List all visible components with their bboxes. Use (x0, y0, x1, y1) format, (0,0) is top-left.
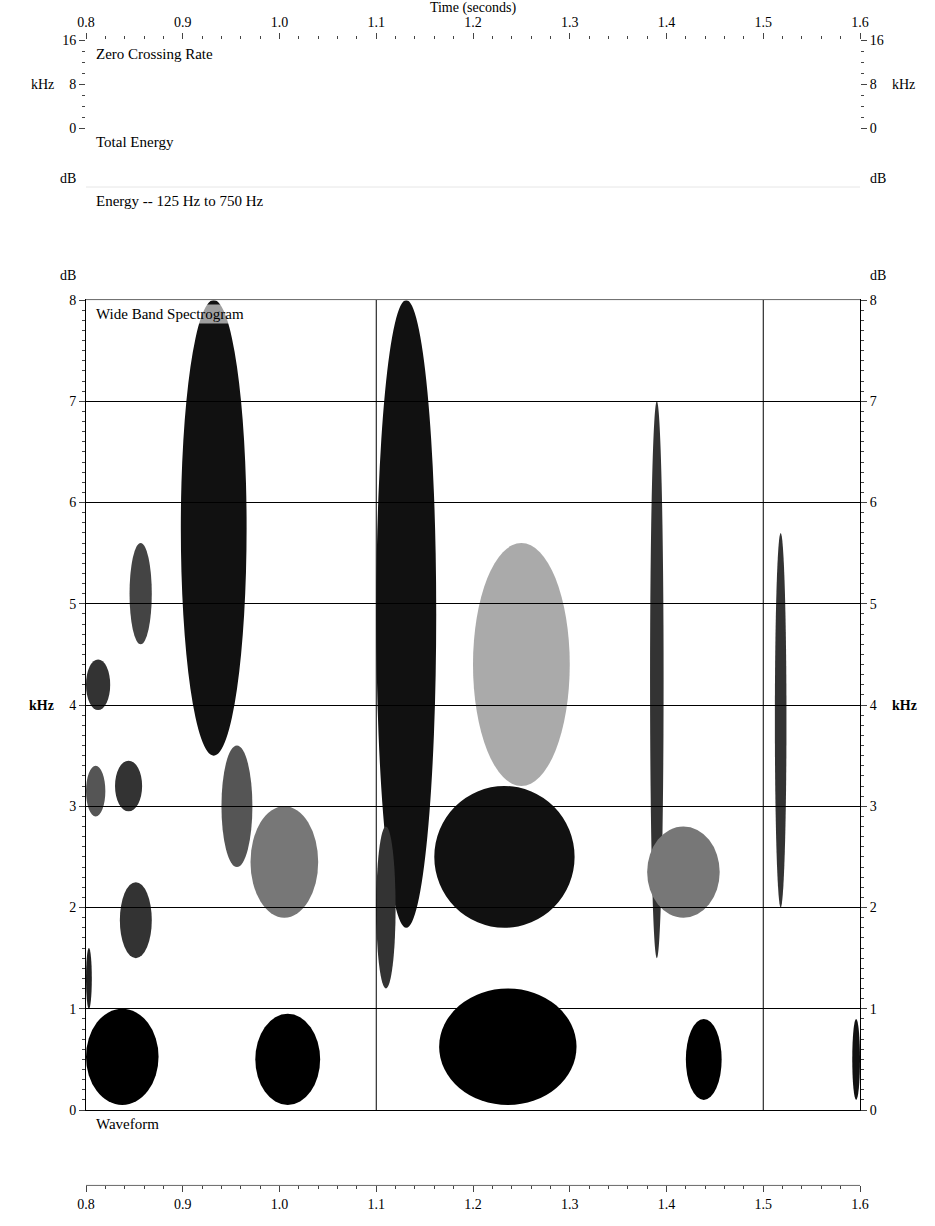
svg-text:dB: dB (870, 268, 886, 283)
svg-text:dB: dB (870, 171, 886, 186)
svg-text:1.2: 1.2 (464, 15, 482, 30)
svg-text:6: 6 (69, 495, 76, 510)
svg-text:dB: dB (60, 171, 76, 186)
svg-text:kHz: kHz (29, 698, 54, 713)
svg-text:3: 3 (69, 799, 76, 814)
svg-text:1.4: 1.4 (658, 1197, 676, 1212)
svg-text:1.1: 1.1 (368, 1197, 386, 1212)
svg-text:1.4: 1.4 (658, 15, 676, 30)
svg-text:1.0: 1.0 (271, 15, 289, 30)
svg-text:kHz: kHz (892, 77, 915, 92)
svg-text:0.9: 0.9 (174, 1197, 192, 1212)
svg-text:7: 7 (870, 394, 877, 409)
svg-text:Energy -- 125 Hz to 750 Hz: Energy -- 125 Hz to 750 Hz (96, 193, 264, 209)
svg-text:2: 2 (69, 900, 76, 915)
svg-text:5: 5 (69, 597, 76, 612)
svg-text:0.9: 0.9 (174, 15, 192, 30)
svg-text:1.5: 1.5 (755, 1197, 773, 1212)
svg-text:1: 1 (69, 1002, 76, 1017)
svg-text:16: 16 (870, 33, 884, 48)
svg-text:1.0: 1.0 (271, 1197, 289, 1212)
svg-text:6: 6 (870, 495, 877, 510)
svg-text:kHz: kHz (892, 698, 917, 713)
svg-text:8: 8 (69, 77, 76, 92)
svg-text:dB: dB (60, 268, 76, 283)
svg-text:8: 8 (870, 77, 877, 92)
svg-text:0: 0 (69, 121, 76, 136)
svg-text:1.2: 1.2 (464, 1197, 482, 1212)
svg-text:Wide Band Spectrogram: Wide Band Spectrogram (96, 306, 244, 322)
svg-text:0: 0 (870, 121, 877, 136)
svg-text:0: 0 (870, 1103, 877, 1118)
svg-text:0.8: 0.8 (77, 15, 95, 30)
svg-text:1.3: 1.3 (561, 1197, 579, 1212)
svg-text:Time (seconds): Time (seconds) (430, 0, 517, 16)
svg-text:1.1: 1.1 (368, 15, 386, 30)
svg-text:8: 8 (870, 293, 877, 308)
svg-text:1.3: 1.3 (561, 15, 579, 30)
svg-text:0.8: 0.8 (77, 1197, 95, 1212)
svg-text:1: 1 (870, 1002, 877, 1017)
svg-text:5: 5 (870, 597, 877, 612)
svg-text:0: 0 (69, 1103, 76, 1118)
svg-text:kHz: kHz (31, 77, 54, 92)
svg-text:4: 4 (870, 698, 877, 713)
svg-text:16: 16 (62, 33, 76, 48)
svg-text:4: 4 (69, 698, 76, 713)
svg-text:Zero Crossing Rate: Zero Crossing Rate (96, 46, 213, 62)
svg-text:3: 3 (870, 799, 877, 814)
svg-text:1.5: 1.5 (755, 15, 773, 30)
svg-text:7: 7 (69, 394, 76, 409)
svg-text:Waveform: Waveform (96, 1116, 159, 1132)
svg-text:2: 2 (870, 900, 877, 915)
svg-text:1.6: 1.6 (851, 15, 869, 30)
svg-text:Total Energy: Total Energy (96, 134, 174, 150)
svg-text:8: 8 (69, 293, 76, 308)
svg-text:1.6: 1.6 (851, 1197, 869, 1212)
